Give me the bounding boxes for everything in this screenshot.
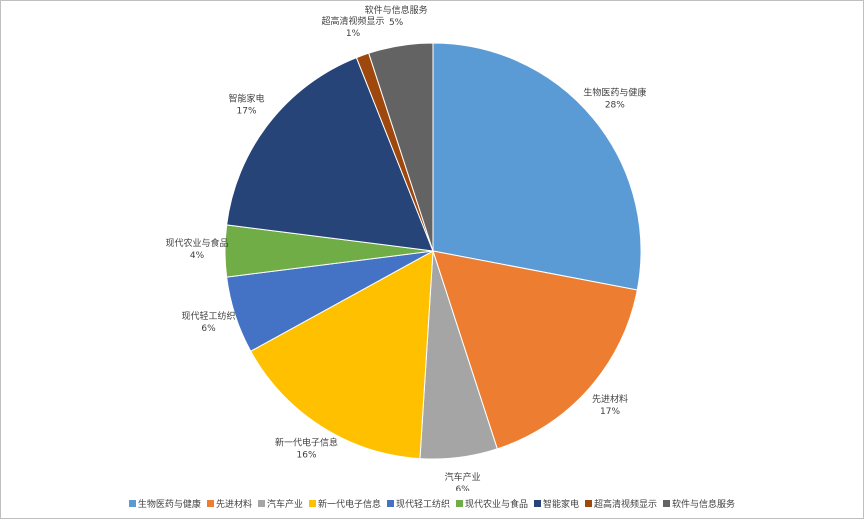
legend-swatch: [386, 500, 394, 507]
legend-label: 先进材料: [215, 500, 252, 510]
slice-label: 智能家电: [229, 92, 265, 104]
slice-label: 超高清视频显示: [322, 15, 385, 27]
legend-item: 汽车产业: [257, 497, 303, 510]
pie-slice: [250, 250, 434, 460]
value-label: 1%: [346, 29, 361, 39]
legend-label: 智能家电: [543, 500, 580, 510]
legend-swatch: [585, 500, 593, 507]
pie-slice: [432, 250, 638, 450]
legend-label: 汽车产业: [266, 500, 303, 510]
value-label: 4%: [190, 251, 205, 261]
legend-label: 生物医药与健康: [137, 500, 201, 510]
slice-label: 现代轻工纺织: [182, 310, 236, 322]
slice-label: 先进材料: [592, 393, 628, 405]
legend-item: 现代轻工纺织: [386, 497, 450, 510]
legend-swatch: [257, 500, 265, 507]
value-label: 5%: [389, 18, 404, 28]
legend-item: 软件与信息服务: [663, 497, 735, 510]
chart: 生物医药与健康 28% 先进材料 17% 汽车产业 6% 新一代电子信息 16% 现代轻工纺织 6…: [165, 4, 646, 491]
legend-item: 先进材料: [206, 497, 252, 510]
value-label: 28%: [605, 101, 625, 111]
legend-item: 超高清视频显示: [585, 497, 657, 510]
legend-swatch: [534, 500, 542, 507]
legend: 生物医药与健康 先进材料 汽车产业 新一代电子信息 现代轻工纺织 现代农业与食品 智能家电 超…: [1, 497, 863, 510]
slice-label: 生物医药与健康: [583, 87, 646, 99]
value-label: 6%: [201, 324, 216, 334]
legend-swatch: [206, 500, 214, 507]
legend-swatch: [308, 500, 316, 507]
pie-slice: [226, 56, 434, 252]
pie-slice: [368, 42, 434, 252]
legend-swatch: [128, 500, 136, 507]
legend-label: 现代轻工纺织: [395, 500, 450, 510]
legend-label: 现代农业与食品: [465, 500, 529, 510]
legend-item: 智能家电: [534, 497, 579, 510]
slice-label: 新一代电子信息: [275, 436, 338, 448]
slice-label: 汽车产业: [445, 471, 481, 483]
legend-label: 超高清视频显示: [594, 500, 658, 510]
value-label: 16%: [297, 450, 317, 460]
legend-item: 生物医药与健康: [128, 497, 201, 510]
legend-swatch: [663, 500, 671, 507]
slice-label: 软件与信息服务: [365, 4, 428, 16]
legend-label: 新一代电子信息: [317, 500, 381, 510]
value-label: 17%: [600, 407, 620, 417]
legend-item: 现代农业与食品: [456, 497, 528, 510]
legend-label: 软件与信息服务: [672, 500, 736, 510]
value-label: 17%: [237, 106, 257, 116]
slice-label: 现代农业与食品: [165, 237, 228, 249]
value-label: 6%: [455, 485, 470, 491]
pie-slice: [432, 42, 642, 291]
legend-swatch: [456, 500, 463, 507]
legend-item: 新一代电子信息: [308, 497, 381, 510]
